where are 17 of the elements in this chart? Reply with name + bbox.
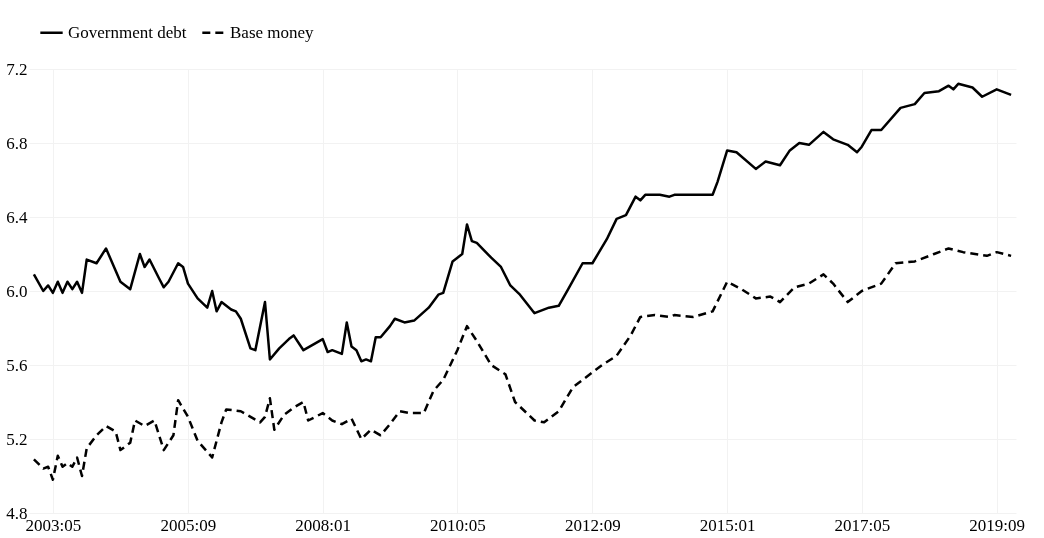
x-tick-label: 2019:09 [969,515,1026,535]
x-tick-label: 2015:01 [699,515,756,535]
y-tick-label: 5.2 [6,429,28,449]
x-tick-label: 2005:09 [160,515,217,535]
y-tick-label: 7.2 [6,59,28,79]
y-tick-label: 6.4 [6,207,28,227]
line-series [32,82,1013,363]
y-tick-label: 6.0 [6,281,28,301]
x-tick-label: 2012:09 [565,515,621,535]
legend-label: Base money [230,22,315,42]
y-tick-label: 6.8 [6,133,28,153]
line-series [32,247,1013,481]
legend-label: Government debt [68,22,187,42]
x-tick-label: 2008:01 [295,515,352,535]
x-tick-label: 2017:05 [834,515,891,535]
y-tick-label: 5.6 [6,355,28,375]
x-tick-label: 2010:05 [429,515,486,535]
